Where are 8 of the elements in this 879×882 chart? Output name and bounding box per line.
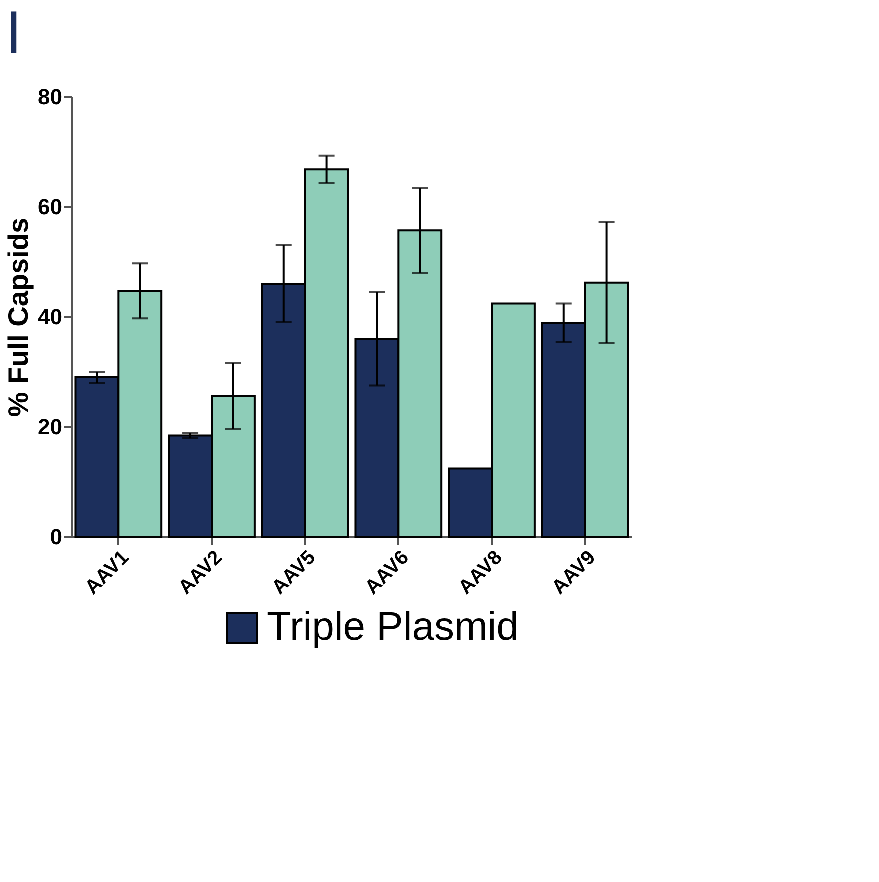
y-tick-label: 0 — [50, 524, 62, 550]
y-axis-title: % Full Capsids — [3, 218, 34, 418]
y-tick-label: 80 — [38, 84, 62, 110]
y-tick-label: 40 — [38, 304, 62, 330]
y-tick-label: 20 — [38, 414, 62, 440]
legend-label: Triple Plasmid — [267, 605, 519, 649]
y-tick-label: 60 — [38, 194, 62, 220]
chart-title: I — [6, 0, 22, 66]
